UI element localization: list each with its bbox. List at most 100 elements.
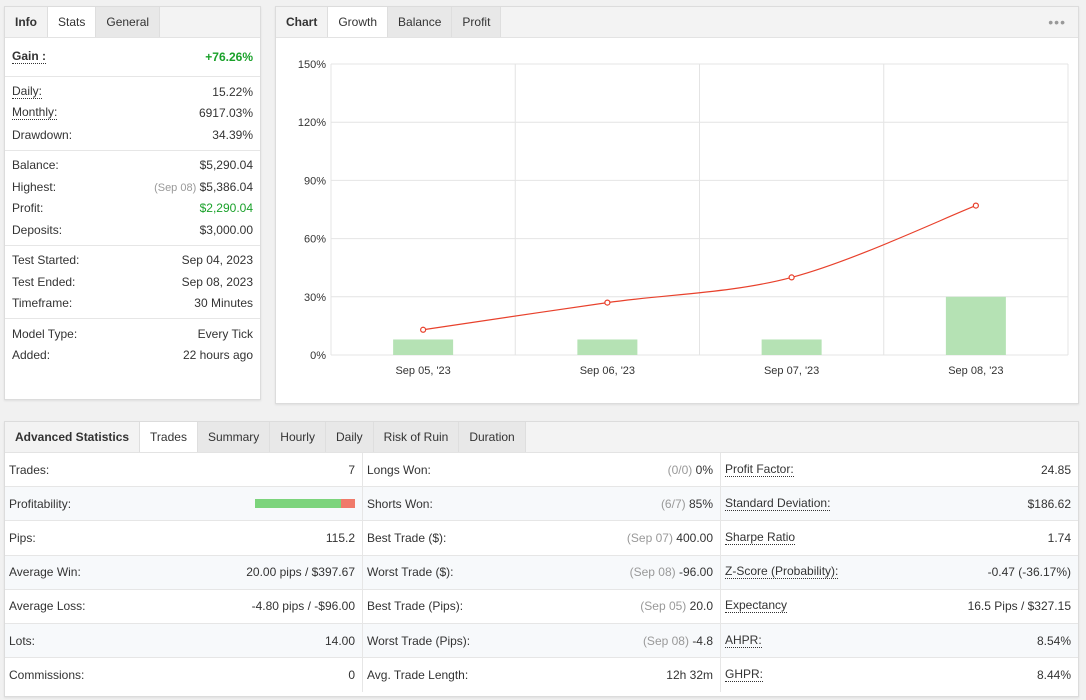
profit-label: Profit: (12, 201, 44, 216)
tab-duration[interactable]: Duration (459, 422, 526, 452)
tab-advanced-statistics[interactable]: Advanced Statistics (5, 422, 141, 452)
growth-chart: 150% 120% 90% 60% 30% 0% Sep 05, '23 Sep 06, '2… (298, 59, 1069, 377)
y-tick-label: 90% (304, 175, 326, 187)
sharpe-ratio-value: 1.74 (1047, 530, 1071, 545)
deposits-row: Deposits: $3,000.00 (12, 219, 253, 241)
x-tick-label: Sep 05, '23 (395, 365, 450, 377)
chart-tabs: Chart Growth Balance Profit ••• (276, 7, 1078, 38)
shorts-won-label: Shorts Won: (367, 496, 433, 511)
gain-label[interactable]: Gain : (12, 49, 47, 64)
growth-bar (577, 339, 638, 355)
best-trade-usd-row: Best Trade ($): (Sep 07) 400.00 (363, 521, 720, 556)
growth-point (604, 299, 611, 306)
ahpr-value: 8.54% (1036, 633, 1071, 648)
monthly-row: Monthly: 6917.03% (12, 103, 253, 125)
z-score-value: -0.47 (-36.17%) (987, 565, 1071, 580)
tab-balance[interactable]: Balance (388, 7, 453, 37)
worst-trade-usd-label: Worst Trade ($): (367, 565, 454, 580)
y-tick-label: 30% (304, 292, 326, 304)
worst-trade-usd-value-wrap: (Sep 08) -96.00 (630, 565, 713, 579)
profit-row: Profit: $2,290.04 (12, 198, 253, 220)
profit-factor-label[interactable]: Profit Factor: (725, 461, 794, 477)
best-trade-pips-row: Best Trade (Pips): (Sep 05) 20.0 (363, 590, 720, 624)
lots-value: 14.00 (324, 633, 355, 648)
gain-value: +76.26% (205, 50, 253, 64)
worst-trade-usd-row: Worst Trade ($): (Sep 08) -96.00 (363, 555, 720, 590)
tab-trades[interactable]: Trades (140, 422, 198, 452)
daily-value: 15.22% (212, 84, 253, 99)
highest-date: (Sep 08) (154, 181, 197, 194)
tab-growth[interactable]: Growth (328, 7, 389, 37)
z-score-label[interactable]: Z-Score (Probability): (725, 564, 839, 580)
sharpe-ratio-label[interactable]: Sharpe Ratio (725, 529, 796, 545)
ratios-column: Profit Factor: 24.85 Standard Deviation:… (721, 453, 1078, 692)
x-tick-label: Sep 08, '23 (948, 365, 1003, 377)
growth-line (423, 205, 977, 331)
average-win-label: Average Win: (9, 565, 81, 580)
expectancy-label[interactable]: Expectancy (725, 598, 788, 614)
worst-trade-pips-date: (Sep 08) (642, 633, 689, 648)
balance-value: $5,290.04 (199, 158, 253, 173)
commissions-value: 0 (348, 668, 355, 683)
longs-won-label: Longs Won: (367, 462, 431, 477)
monthly-value: 6917.03% (198, 106, 253, 121)
best-trade-usd-value: 400.00 (676, 530, 713, 545)
commissions-label: Commissions: (9, 668, 85, 683)
ghpr-label[interactable]: GHPR: (725, 667, 764, 683)
best-trade-pips-label: Best Trade (Pips): (367, 599, 464, 614)
monthly-label[interactable]: Monthly: (12, 105, 58, 121)
tab-profit[interactable]: Profit (452, 7, 502, 37)
tab-summary[interactable]: Summary (197, 422, 271, 452)
standard-deviation-label[interactable]: Standard Deviation: (725, 495, 831, 511)
ahpr-label[interactable]: AHPR: (725, 632, 762, 648)
shorts-won-row: Shorts Won: (6/7) 85% (363, 487, 720, 522)
x-tick-label: Sep 06, '23 (580, 365, 635, 377)
best-trade-usd-date: (Sep 07) (626, 530, 673, 545)
tab-risk-of-ruin[interactable]: Risk of Ruin (373, 422, 460, 452)
balance-row: Balance: $5,290.04 (12, 155, 253, 177)
added-value: 22 hours ago (182, 348, 253, 363)
lots-row: Lots: 14.00 (5, 623, 362, 659)
worst-trade-usd-date: (Sep 08) (629, 565, 676, 580)
profitability-row: Profitability: (5, 487, 362, 522)
profitability-won-segment (255, 499, 341, 509)
profitability-bar (255, 499, 355, 509)
longs-won-value-wrap: (0/0) 0% (668, 463, 713, 477)
drawdown-row: Drawdown: 34.39% (12, 124, 253, 146)
shorts-won-note: (6/7) (660, 496, 686, 511)
tab-info[interactable]: Info (5, 7, 48, 37)
pips-value: 115.2 (325, 530, 355, 545)
worst-trade-usd-value: -96.00 (678, 565, 713, 580)
added-label: Added: (12, 348, 51, 363)
standard-deviation-value: $186.62 (1027, 496, 1071, 511)
highest-label: Highest: (12, 179, 57, 194)
more-options-icon[interactable]: ••• (1048, 14, 1066, 30)
test-started-label: Test Started: (12, 253, 80, 268)
model-type-row: Model Type: Every Tick (12, 323, 253, 345)
drawdown-value: 34.39% (212, 127, 253, 142)
average-loss-value: -4.80 pips / -$96.00 (251, 599, 355, 614)
longs-won-note: (0/0) (667, 462, 693, 477)
y-tick-label: 150% (298, 59, 326, 71)
growth-bar (393, 339, 454, 355)
shorts-won-value: 85% (688, 496, 713, 511)
growth-point (972, 202, 979, 209)
tab-hourly[interactable]: Hourly (270, 422, 326, 452)
worst-trade-pips-label: Worst Trade (Pips): (367, 633, 471, 648)
tab-stats[interactable]: Stats (48, 7, 97, 37)
trades-row: Trades: 7 (5, 453, 362, 488)
y-tick-label: 0% (310, 350, 326, 362)
daily-label[interactable]: Daily: (12, 83, 43, 99)
standard-deviation-row: Standard Deviation: $186.62 (721, 487, 1078, 522)
daily-row: Daily: 15.22% (12, 81, 253, 103)
highest-row: Highest: (Sep 08) $5,386.04 (12, 176, 253, 198)
worst-trade-pips-row: Worst Trade (Pips): (Sep 08) -4.8 (363, 623, 720, 659)
tab-daily[interactable]: Daily (325, 422, 374, 452)
tab-general[interactable]: General (96, 7, 161, 37)
info-tabs: Info Stats General (5, 7, 260, 38)
growth-point (420, 326, 427, 333)
balance-group: Balance: $5,290.04 Highest: (Sep 08) $5,… (5, 151, 260, 246)
profit-factor-value: 24.85 (1040, 462, 1071, 477)
average-loss-row: Average Loss: -4.80 pips / -$96.00 (5, 590, 362, 624)
tab-chart[interactable]: Chart (276, 7, 329, 37)
